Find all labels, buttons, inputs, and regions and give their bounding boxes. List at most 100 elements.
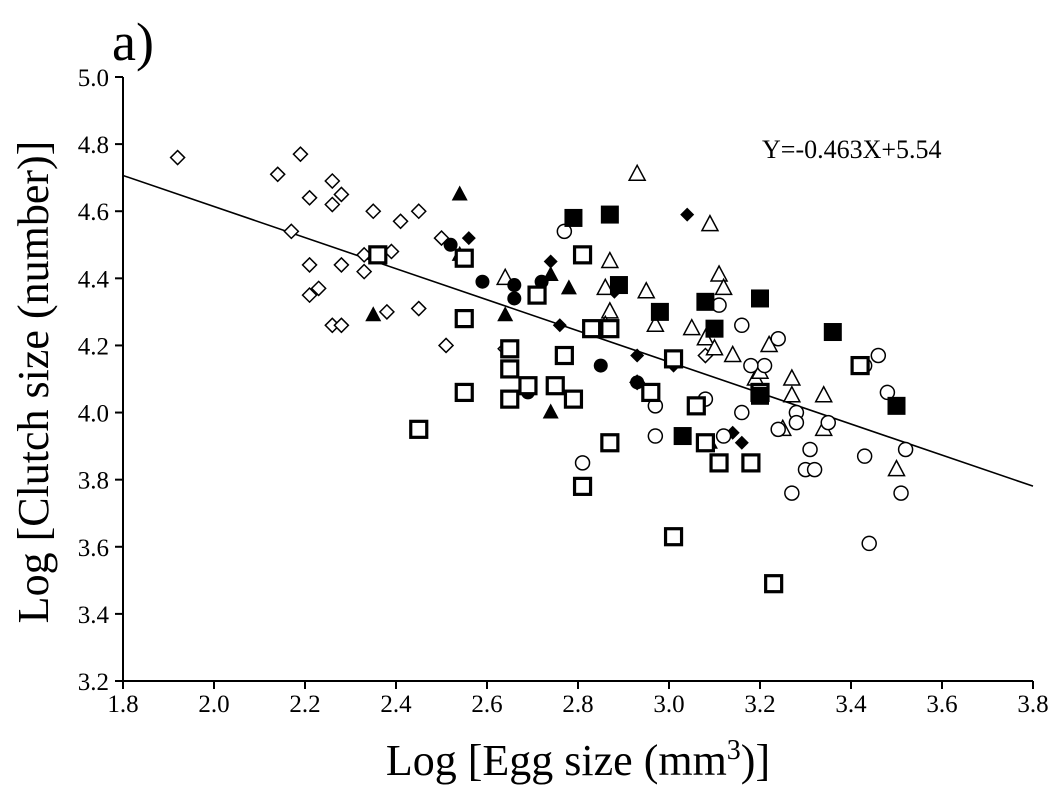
- point-circle-filled: [507, 291, 522, 306]
- x-tick-label: 3.8: [1017, 691, 1048, 718]
- point-diamond-open: [392, 213, 409, 230]
- y-axis-title: Log [Clutch size (number)]: [9, 141, 58, 624]
- point-diamond-filled: [734, 435, 749, 450]
- point-square-open: [741, 453, 761, 473]
- data-points: [169, 146, 914, 594]
- point-square-open: [600, 319, 620, 339]
- point-square-open: [518, 376, 538, 396]
- point-square-filled: [650, 302, 669, 321]
- point-diamond-open: [410, 203, 427, 220]
- point-circle-filled: [475, 274, 490, 289]
- point-triangle-open: [814, 385, 833, 403]
- y-tick-label: 4.6: [78, 199, 109, 226]
- point-diamond-open: [365, 203, 382, 220]
- point-square-open: [500, 339, 520, 359]
- x-tick-label: 2.4: [380, 691, 412, 718]
- point-triangle-open: [682, 318, 701, 336]
- point-circle-open: [861, 535, 877, 552]
- y-tick-label: 4.2: [78, 333, 109, 360]
- y-tick-label: 4.0: [78, 401, 109, 428]
- point-triangle-open: [782, 368, 802, 386]
- point-triangle-open: [646, 314, 665, 333]
- point-circle-open: [647, 428, 664, 444]
- point-triangle-open: [705, 338, 724, 356]
- point-square-open: [409, 419, 429, 439]
- point-diamond-open: [333, 317, 350, 334]
- y-tick-label: 3.8: [78, 468, 109, 495]
- point-diamond-open: [356, 263, 373, 280]
- point-circle-filled: [507, 278, 522, 293]
- point-diamond-open: [169, 149, 186, 166]
- point-triangle-open: [637, 281, 656, 299]
- point-diamond-open: [283, 223, 300, 240]
- point-square-open: [554, 345, 574, 366]
- point-diamond-open: [324, 172, 341, 190]
- point-circle-open: [734, 317, 750, 334]
- point-square-open: [764, 574, 784, 594]
- point-square-filled: [751, 289, 769, 308]
- point-diamond-open: [324, 196, 341, 213]
- point-triangle-open: [600, 301, 620, 319]
- point-triangle-filled: [365, 306, 382, 322]
- point-circle-open: [806, 461, 823, 478]
- point-triangle-open: [887, 459, 906, 477]
- point-square-open: [850, 355, 870, 376]
- point-triangle-open: [723, 344, 742, 363]
- point-circle-open: [870, 347, 887, 364]
- point-circle-open: [879, 384, 896, 401]
- x-tick-label: 3.2: [744, 691, 775, 718]
- point-triangle-open: [600, 250, 620, 269]
- point-diamond-open: [292, 146, 309, 163]
- point-square-filled: [600, 205, 619, 224]
- point-circle-open: [715, 428, 732, 444]
- x-tick-label: 3.6: [926, 691, 957, 718]
- point-diamond-open: [269, 166, 286, 183]
- point-triangle-filled: [560, 279, 577, 295]
- regression-line: [122, 174, 1034, 487]
- point-square-open: [663, 349, 684, 369]
- point-diamond-open: [437, 337, 455, 354]
- point-square-open: [600, 433, 620, 453]
- point-triangle-filled: [451, 185, 468, 201]
- point-square-filled: [696, 292, 715, 311]
- point-square-filled: [564, 208, 583, 227]
- point-circle-open: [788, 414, 805, 431]
- point-square-open: [709, 453, 729, 473]
- point-square-open: [641, 382, 661, 403]
- point-square-open: [563, 389, 584, 409]
- point-circle-filled: [534, 274, 549, 289]
- point-circle-open: [856, 448, 873, 464]
- point-square-filled: [609, 276, 628, 295]
- point-triangle-filled: [497, 306, 514, 322]
- point-diamond-open: [410, 300, 427, 317]
- x-tick-label: 2.6: [471, 691, 502, 718]
- point-triangle-open: [714, 277, 733, 296]
- point-square-open: [454, 382, 474, 403]
- point-circle-open: [770, 421, 786, 438]
- x-tick-label: 3.4: [835, 691, 867, 718]
- point-triangle-open: [782, 385, 802, 403]
- y-tick-label: 5.0: [78, 65, 109, 92]
- x-ticks: 1.8 2.0 2.2 2.4 2.6 2.8 3.0 3.2 3.4 3.6 3.8: [107, 681, 1049, 718]
- panel-label: a): [112, 12, 154, 72]
- point-square-open: [663, 527, 684, 547]
- y-ticks: 3.2 3.4 3.6 3.8 4.0 4.2 4.4 4.6 4.8 5.0: [78, 65, 123, 696]
- point-diamond-open: [378, 303, 395, 320]
- point-square-filled: [751, 386, 769, 405]
- point-square-open: [527, 285, 547, 305]
- point-square-open: [695, 433, 716, 453]
- point-square-open: [686, 396, 706, 416]
- point-square-open: [545, 376, 565, 396]
- point-circle-filled: [630, 375, 645, 390]
- point-circle-open: [743, 357, 759, 374]
- point-triangle-open: [709, 264, 729, 282]
- point-circle-filled: [593, 358, 608, 373]
- point-circle-open: [897, 441, 914, 458]
- point-square-open: [454, 309, 474, 329]
- point-circle-open: [893, 485, 909, 501]
- x-axis-title-end: )]: [741, 736, 770, 785]
- point-square-filled: [823, 323, 842, 342]
- point-square-open: [500, 359, 520, 379]
- point-square-filled: [887, 396, 906, 415]
- point-circle-open: [756, 357, 773, 374]
